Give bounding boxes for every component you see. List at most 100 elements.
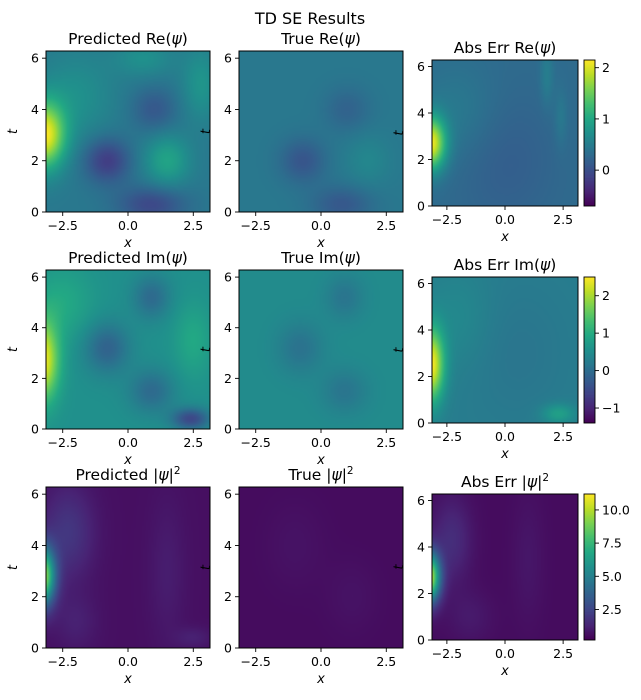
y-tick-label: 6: [224, 51, 232, 66]
x-tick-label: −2.5: [432, 429, 462, 444]
y-axis-label: t: [199, 128, 214, 134]
y-axis-label: t: [6, 346, 21, 352]
y-tick-label: 6: [417, 59, 425, 74]
y-tick-label: 0: [224, 641, 232, 656]
x-tick-label: 0.0: [311, 218, 331, 233]
y-tick-label: 0: [417, 199, 425, 214]
y-tick-label: 6: [417, 276, 425, 291]
colorbar-frame: [583, 59, 596, 207]
y-axis-label: t: [6, 128, 21, 134]
colorbar-tick-label: 5.0: [602, 569, 622, 584]
panel-title: Abs Err Re(ψ): [454, 39, 557, 57]
x-tick-label: 0.0: [495, 646, 515, 661]
y-tick-label: 0: [417, 633, 425, 648]
y-tick-label: 0: [31, 641, 39, 656]
panel-title: Predicted Re(ψ): [68, 30, 188, 48]
y-axis-label: t: [6, 564, 21, 570]
panel-title: Abs Err |ψ|2: [461, 472, 549, 491]
x-tick-label: 0.0: [495, 429, 515, 444]
colorbar-tick-label: 0: [602, 363, 610, 378]
y-tick-label: 6: [224, 487, 232, 502]
heatmap-image: [239, 270, 403, 429]
x-tick-label: 2.5: [553, 646, 573, 661]
y-tick-label: 2: [31, 589, 39, 604]
y-tick-label: 6: [224, 270, 232, 285]
colorbar-tick-label: 2.5: [602, 602, 622, 617]
x-tick-label: 0.0: [118, 218, 138, 233]
colorbar-tick-label: 1: [602, 326, 610, 341]
panel-title: Abs Err Im(ψ): [454, 256, 557, 274]
x-axis-label: x: [500, 230, 509, 245]
colorbar-frame: [583, 276, 596, 424]
panel-title: Predicted |ψ|2: [75, 465, 180, 484]
colorbar-tick-label: 10.0: [602, 502, 630, 517]
x-tick-label: 2.5: [376, 435, 396, 450]
colorbar-gradient: [584, 277, 595, 423]
y-axis-label: t: [199, 346, 214, 352]
heatmap-panel-4: Predicted Im(ψ) −2.5 0.0 2.5 0 2 4 6 x t: [6, 249, 211, 468]
y-axis-label: t: [392, 564, 407, 570]
x-axis-label: x: [500, 447, 509, 462]
y-tick-label: 6: [31, 487, 39, 502]
heatmap-image: [46, 270, 210, 429]
y-tick-label: 0: [417, 416, 425, 431]
x-axis-label: x: [123, 672, 132, 687]
x-tick-label: −2.5: [241, 218, 271, 233]
y-tick-label: 2: [417, 586, 425, 601]
heatmap-panel-2: True Re(ψ) −2.5 0.0 2.5 0 2 4 6 x t: [199, 30, 404, 251]
heatmap-panel-6: Abs Err Im(ψ) −2.5 0.0 2.5 0 2 4 6 x t −1 0 1 2: [392, 256, 620, 462]
x-tick-label: 2.5: [183, 435, 203, 450]
x-tick-label: −2.5: [48, 218, 78, 233]
heatmap-panel-1: Predicted Re(ψ) −2.5 0.0 2.5 0 2 4 6 x t: [6, 30, 211, 251]
heatmap-panel-8: True |ψ|2 −2.5 0.0 2.5 0 2 4 6 x t: [199, 465, 404, 687]
colorbar-tick-label: 0: [602, 163, 610, 178]
x-tick-label: 2.5: [183, 654, 203, 669]
x-axis-label: x: [316, 453, 325, 468]
x-axis-label: x: [123, 236, 132, 251]
heatmap-image: [46, 51, 210, 212]
y-tick-label: 6: [31, 51, 39, 66]
y-tick-label: 4: [224, 102, 232, 117]
y-tick-label: 2: [31, 153, 39, 168]
x-tick-label: 0.0: [311, 435, 331, 450]
y-tick-label: 4: [417, 106, 425, 121]
x-tick-label: 0.0: [118, 654, 138, 669]
y-axis-label: t: [199, 564, 214, 570]
colorbar-tick-label: 7.5: [602, 536, 622, 551]
heatmap-image: [239, 51, 403, 212]
y-tick-label: 4: [224, 538, 232, 553]
y-tick-label: 4: [31, 320, 39, 335]
y-tick-label: 4: [417, 540, 425, 555]
x-tick-label: −2.5: [241, 435, 271, 450]
colorbar-tick-label: 2: [602, 60, 610, 75]
x-tick-label: −2.5: [241, 654, 271, 669]
heatmap-image: [432, 277, 578, 423]
x-tick-label: 0.0: [495, 212, 515, 227]
y-tick-label: 0: [31, 422, 39, 437]
x-tick-label: −2.5: [432, 212, 462, 227]
x-tick-label: −2.5: [48, 435, 78, 450]
heatmap-panel-5: True Im(ψ) −2.5 0.0 2.5 0 2 4 6 x t: [199, 249, 404, 468]
x-tick-label: 2.5: [376, 654, 396, 669]
y-tick-label: 2: [31, 371, 39, 386]
y-tick-label: 4: [417, 323, 425, 338]
y-tick-label: 2: [224, 589, 232, 604]
colorbar-tick-label: 1: [602, 111, 610, 126]
x-tick-label: 2.5: [183, 218, 203, 233]
y-tick-label: 0: [224, 422, 232, 437]
y-tick-label: 0: [224, 205, 232, 220]
colorbar: −1 0 1 2: [583, 276, 620, 424]
colorbar-gradient: [584, 494, 595, 640]
y-tick-label: 4: [31, 538, 39, 553]
y-axis-label: t: [392, 130, 407, 136]
x-tick-label: 2.5: [553, 212, 573, 227]
colorbar-tick-label: 2: [602, 288, 610, 303]
y-tick-label: 2: [417, 152, 425, 167]
heatmap-panel-9: Abs Err |ψ|2 −2.5 0.0 2.5 0 2 4 6 x t 2.5 5.0 7.5 10.…: [392, 472, 630, 679]
heatmap-panel-7: Predicted |ψ|2 −2.5 0.0 2.5 0 2 4 6 x t: [6, 465, 211, 687]
colorbar: 0 1 2: [583, 59, 610, 207]
x-tick-label: 0.0: [118, 435, 138, 450]
heatmap-panel-3: Abs Err Re(ψ) −2.5 0.0 2.5 0 2 4 6 x t 0 1 2: [392, 39, 610, 245]
